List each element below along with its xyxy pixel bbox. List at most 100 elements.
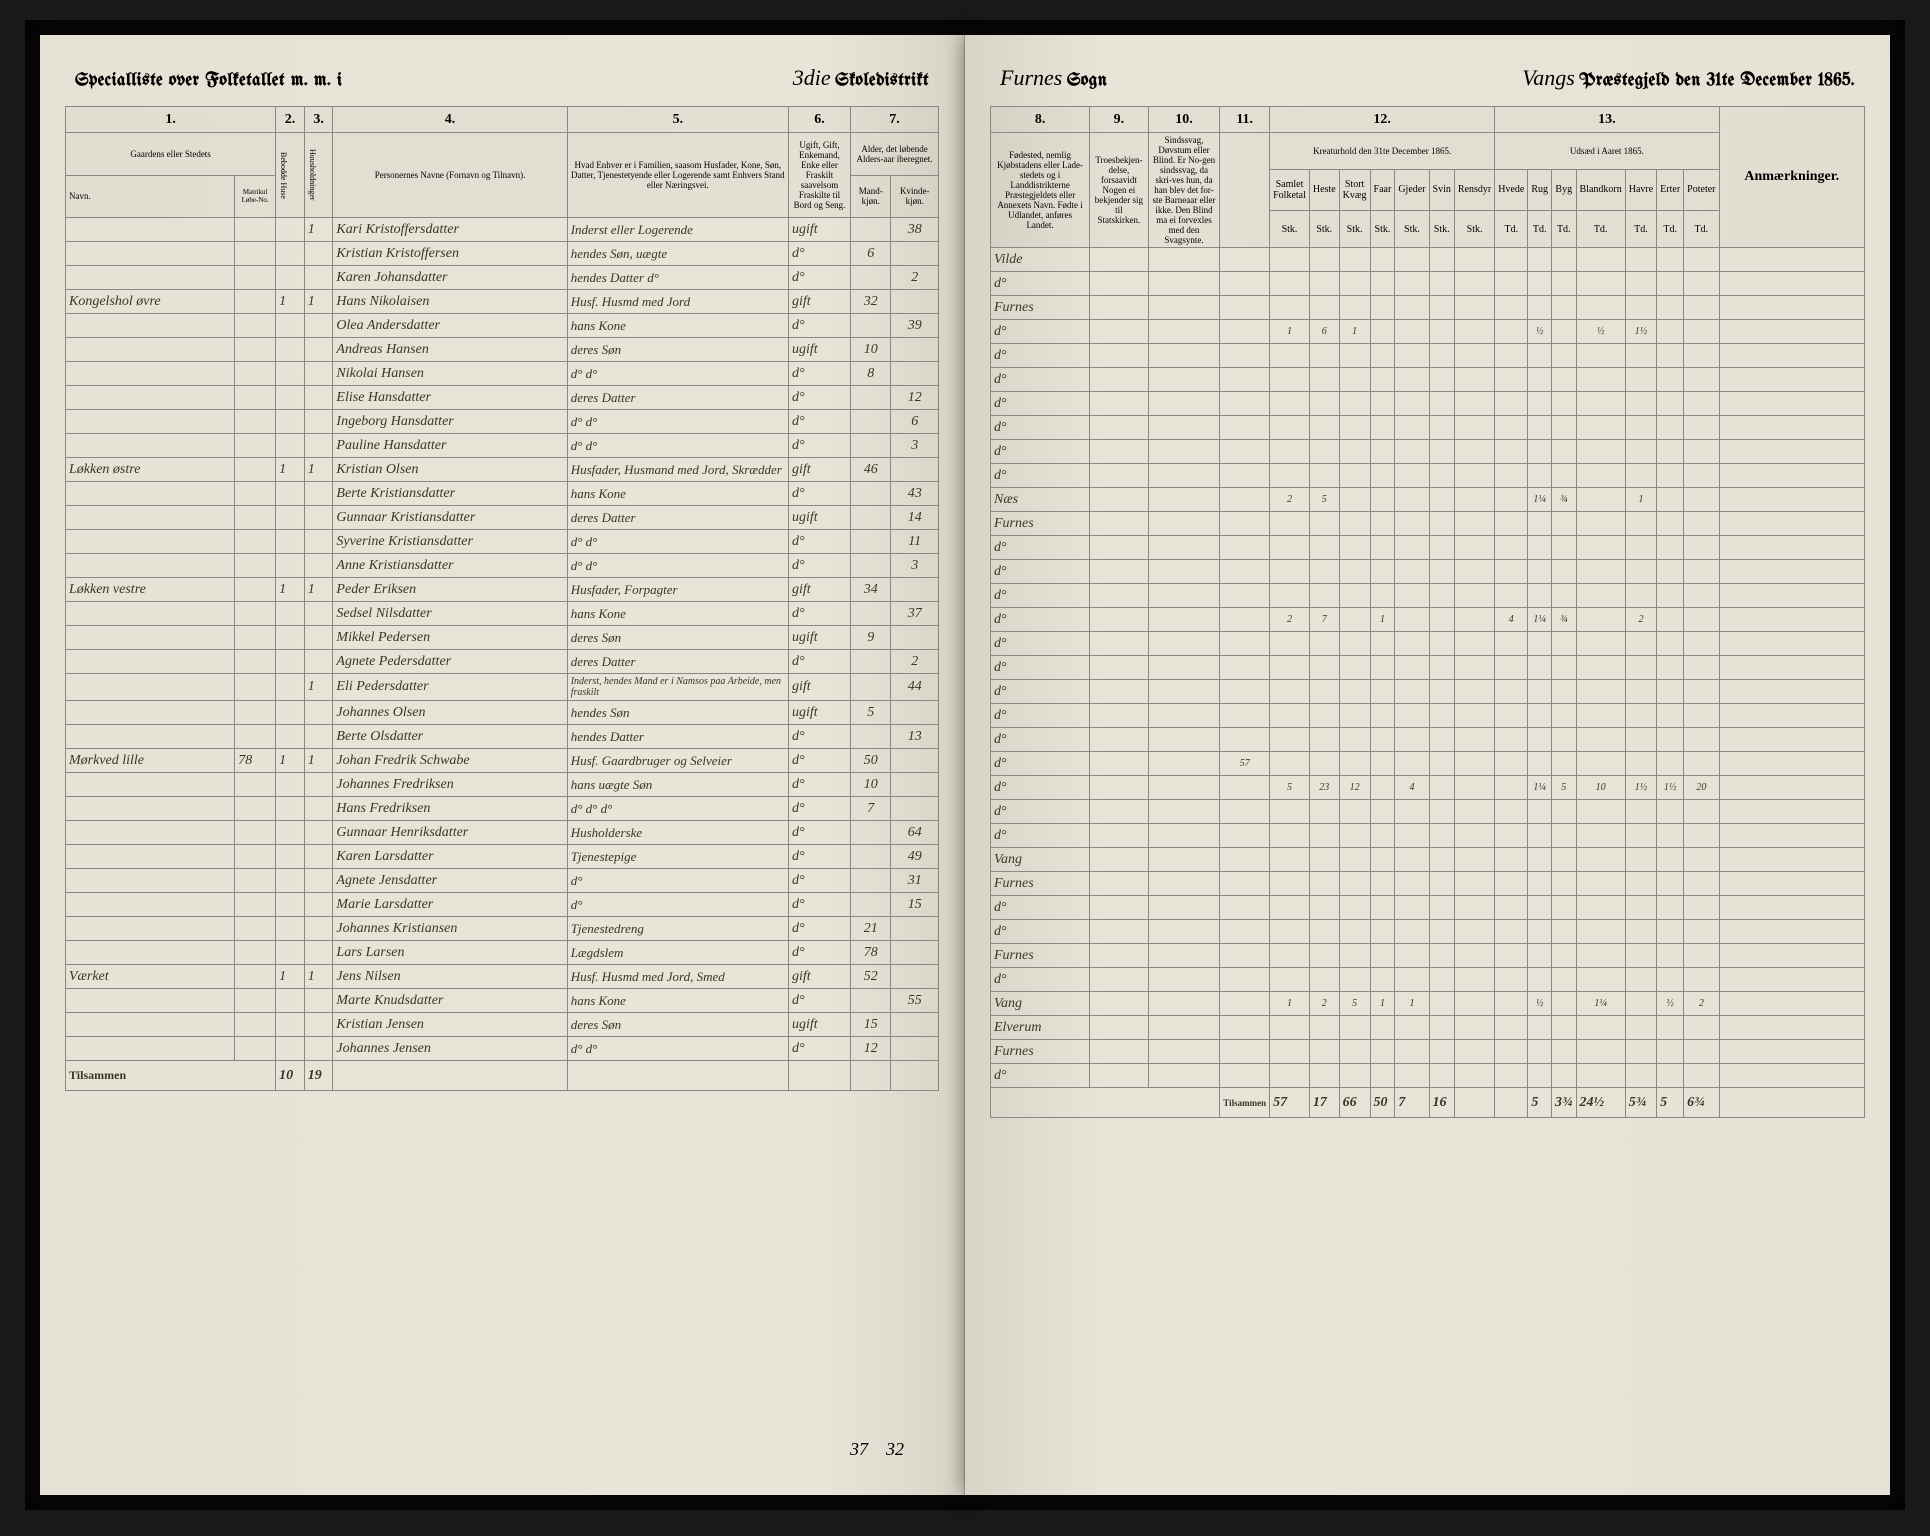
table-row: d°57	[991, 752, 1865, 776]
place-cell	[66, 650, 235, 674]
stat-cell: 1½	[1625, 776, 1656, 800]
age-m-cell: 15	[851, 1013, 891, 1037]
place-cell	[66, 1013, 235, 1037]
col-5-header: 5.	[567, 107, 788, 133]
stat-cell	[1270, 1016, 1310, 1040]
marital-cell: ugift	[788, 1013, 850, 1037]
birth-cell: d°	[991, 464, 1090, 488]
household-cell	[304, 701, 333, 725]
stat-cell	[1429, 680, 1454, 704]
marital-cell: gift	[788, 578, 850, 602]
stat-cell	[1495, 752, 1528, 776]
stat-cell	[1309, 248, 1339, 272]
stat-cell	[1429, 536, 1454, 560]
table-row: Andreas Hansenderes Sønugift10	[66, 338, 939, 362]
stat-cell	[1339, 728, 1370, 752]
household-cell: 1	[304, 290, 333, 314]
stat-cell	[1370, 536, 1395, 560]
name-cell: Mikkel Pedersen	[333, 626, 567, 650]
status-cell: Inderst, hendes Mand er i Namsos paa Arb…	[567, 674, 788, 701]
stat-cell	[1339, 344, 1370, 368]
house-cell	[276, 314, 305, 338]
name-cell: Nikolai Hansen	[333, 362, 567, 386]
stat-cell	[1528, 368, 1552, 392]
stat-cell	[1528, 464, 1552, 488]
stat-cell	[1270, 752, 1310, 776]
marital-cell: d°	[788, 530, 850, 554]
stat-cell	[1684, 752, 1719, 776]
stat-cell: 1	[1370, 608, 1395, 632]
stat-cell: 1¼	[1528, 776, 1552, 800]
stat-cell	[1395, 392, 1429, 416]
age-m-cell	[851, 989, 891, 1013]
stat-cell	[1625, 1016, 1656, 1040]
stat-cell	[1309, 944, 1339, 968]
household-cell	[304, 917, 333, 941]
stat-cell	[1684, 1040, 1719, 1064]
stat-cell	[1495, 248, 1528, 272]
stat-cell	[1657, 536, 1684, 560]
stat-cell	[1339, 368, 1370, 392]
count-cell	[1220, 344, 1270, 368]
household-cell	[304, 482, 333, 506]
age-m-cell	[851, 434, 891, 458]
cond-cell	[1148, 440, 1220, 464]
stat-cell	[1370, 560, 1395, 584]
birth-cell: Vang	[991, 848, 1090, 872]
tilsammen-label-right: Tilsammen	[1220, 1088, 1270, 1118]
stat-cell	[1657, 464, 1684, 488]
stat-cell	[1657, 800, 1684, 824]
stat-cell	[1395, 296, 1429, 320]
table-row: Sedsel Nilsdatterhans Koned°37	[66, 602, 939, 626]
age-f-header: Kvinde-kjøn.	[891, 175, 939, 218]
stat-cell	[1495, 800, 1528, 824]
stat-cell	[1270, 248, 1310, 272]
cond-cell	[1148, 344, 1220, 368]
stat-cell	[1552, 728, 1577, 752]
stat-cell	[1576, 248, 1625, 272]
col-4-header: 4.	[333, 107, 567, 133]
count-cell	[1220, 944, 1270, 968]
stat-cell	[1528, 728, 1552, 752]
household-cell	[304, 845, 333, 869]
table-row: d°	[991, 368, 1865, 392]
stat-cell	[1625, 368, 1656, 392]
stat-cell	[1270, 704, 1310, 728]
status-cell: Husfader, Husmand med Jord, Skrædder	[567, 458, 788, 482]
stat-cell	[1528, 872, 1552, 896]
stat-cell	[1429, 296, 1454, 320]
stat-cell	[1495, 392, 1528, 416]
matr-cell	[235, 701, 276, 725]
count-cell	[1220, 488, 1270, 512]
stat-cell: 1¼	[1528, 488, 1552, 512]
place-cell	[66, 530, 235, 554]
stat-cell	[1454, 560, 1494, 584]
age-header: Alder, det løbende Alders-aar iberegnet.	[851, 133, 939, 176]
table-row: 1Kari KristoffersdatterInderst eller Log…	[66, 218, 939, 242]
stat-cell	[1395, 1016, 1429, 1040]
households-header: Huusholdninger	[304, 133, 333, 218]
stat-cell	[1625, 920, 1656, 944]
page-number-left: 37 32	[850, 1439, 904, 1460]
stat-cell	[1528, 584, 1552, 608]
stat-cell	[1429, 512, 1454, 536]
stat-cell	[1576, 872, 1625, 896]
name-cell: Johannes Olsen	[333, 701, 567, 725]
age-f-cell: 55	[891, 989, 939, 1013]
age-m-cell: 9	[851, 626, 891, 650]
stat-cell	[1370, 896, 1395, 920]
marital-cell: gift	[788, 458, 850, 482]
stat-cell: 1	[1270, 320, 1310, 344]
remarks-cell	[1719, 488, 1865, 512]
stat-cell	[1429, 464, 1454, 488]
age-f-cell	[891, 458, 939, 482]
marital-header: Ugift, Gift, Enkemand, Enke eller Fraski…	[788, 133, 850, 218]
stat-cell	[1429, 440, 1454, 464]
stat-cell	[1395, 248, 1429, 272]
house-cell	[276, 362, 305, 386]
stat-cell	[1270, 416, 1310, 440]
stat-cell	[1454, 968, 1494, 992]
stat-cell	[1454, 776, 1494, 800]
house-cell	[276, 845, 305, 869]
stat-cell	[1270, 1040, 1310, 1064]
